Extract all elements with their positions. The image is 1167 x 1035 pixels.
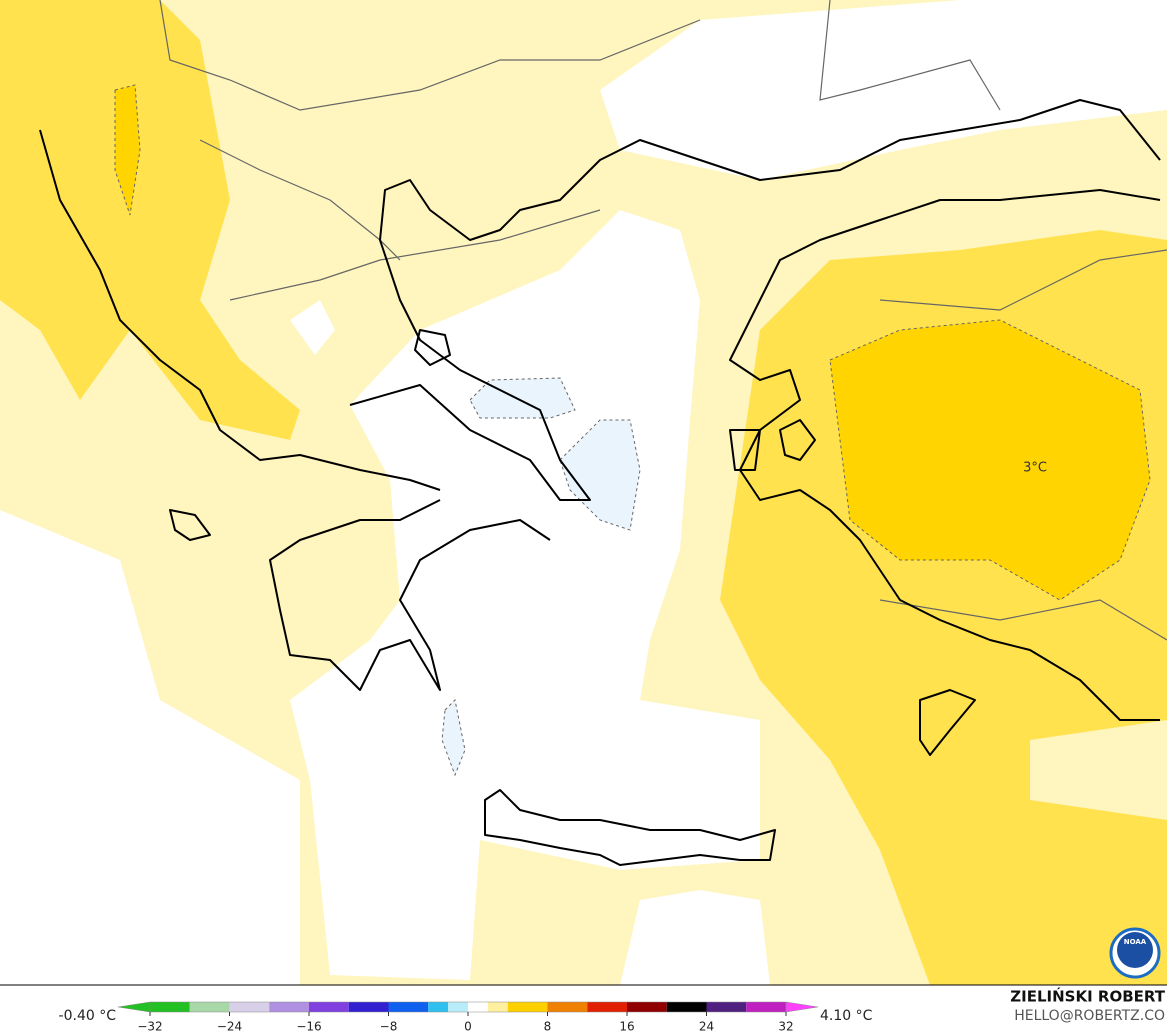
sea-region bbox=[620, 890, 770, 985]
colorbar-tick-label: −32 bbox=[137, 1020, 162, 1034]
colorbar-segment bbox=[229, 1002, 270, 1012]
coastline bbox=[39, 129, 441, 491]
colorbar-tick-label: 16 bbox=[619, 1020, 634, 1034]
border bbox=[879, 599, 1167, 641]
island bbox=[729, 429, 761, 471]
cool-contour bbox=[559, 419, 641, 531]
warmest-region bbox=[829, 319, 1151, 601]
colorbar-segment bbox=[547, 1002, 588, 1012]
island bbox=[779, 419, 816, 461]
colorbar-segment bbox=[428, 1002, 449, 1012]
colorbar-segment bbox=[666, 1002, 707, 1012]
colorbar: -0.40 °C 4.10 °C −32 −24 −16 −8 0 8 16 24 32 bbox=[59, 1001, 873, 1034]
border bbox=[199, 139, 401, 261]
cool-contour bbox=[441, 698, 466, 777]
credit-name: ZIELIŃSKI ROBERT bbox=[1010, 987, 1165, 1006]
colorbar-segment bbox=[468, 1002, 488, 1012]
border bbox=[819, 0, 1001, 111]
colorbar-segment bbox=[746, 1002, 786, 1012]
colorbar-segment bbox=[150, 1002, 190, 1012]
colorbar-tick-label: 8 bbox=[544, 1020, 552, 1034]
border bbox=[159, 0, 701, 111]
logo-text: NOAA bbox=[1124, 938, 1147, 946]
sea-region bbox=[600, 0, 1167, 180]
coastline bbox=[349, 99, 1161, 501]
min-label: -0.40 °C bbox=[59, 1008, 117, 1024]
colorbar-tick-label: 32 bbox=[778, 1020, 793, 1034]
colorbar-segment bbox=[706, 1002, 747, 1012]
map: 3°C NOAA bbox=[0, 0, 1167, 986]
colorbar-segment bbox=[189, 1002, 230, 1012]
colorbar-segment bbox=[269, 1002, 309, 1012]
warmest-region bbox=[114, 84, 141, 216]
colorbar-segment bbox=[309, 1002, 349, 1012]
border bbox=[229, 209, 601, 301]
annotation: 3°C bbox=[1023, 461, 1047, 476]
credit-contact: HELLO@ROBERTZ.CO bbox=[1014, 1008, 1165, 1024]
logo-disc bbox=[1117, 932, 1153, 968]
logo: NOAA bbox=[1109, 927, 1161, 979]
island bbox=[169, 509, 211, 541]
island bbox=[919, 689, 976, 756]
colorbar-tick-label: −16 bbox=[296, 1020, 321, 1034]
coastline bbox=[269, 499, 551, 691]
colorbar-segment bbox=[507, 1002, 548, 1012]
colorbar-tick-label: −8 bbox=[380, 1020, 398, 1034]
colorbar-tick-label: −24 bbox=[217, 1020, 242, 1034]
colorbar-segment bbox=[587, 1002, 627, 1012]
colorbar-high-end bbox=[785, 1001, 819, 1013]
colorbar-segment bbox=[448, 1002, 468, 1012]
sea-region bbox=[290, 300, 335, 355]
border bbox=[879, 249, 1167, 311]
colorbar-tick-label: 0 bbox=[464, 1020, 472, 1034]
colorbar-segment bbox=[487, 1002, 508, 1012]
island bbox=[414, 329, 451, 366]
max-label: 4.10 °C bbox=[820, 1008, 873, 1024]
sea-region bbox=[0, 510, 300, 985]
crete bbox=[484, 789, 776, 866]
sea-region bbox=[290, 210, 760, 980]
colorbar-tick-label: 24 bbox=[699, 1020, 714, 1034]
colorbar-segment bbox=[627, 1002, 667, 1012]
warm-region bbox=[0, 0, 300, 440]
colorbar-segment bbox=[348, 1002, 389, 1012]
colorbar-segment bbox=[388, 1002, 429, 1012]
colorbar-low-end bbox=[117, 1001, 151, 1013]
